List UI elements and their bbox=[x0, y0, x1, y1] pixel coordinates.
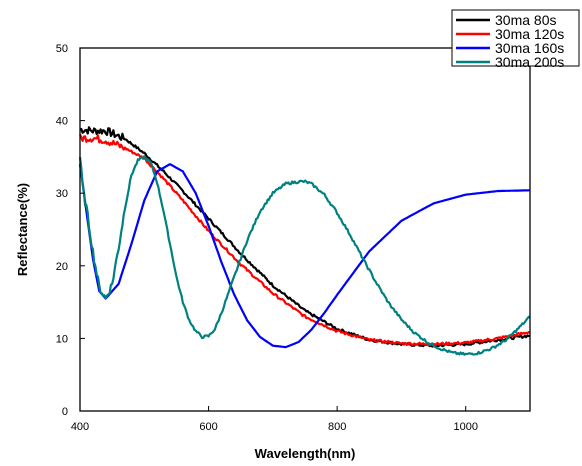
plot-frame bbox=[79, 47, 531, 412]
series-line bbox=[79, 126, 530, 348]
legend-label: 30ma 200s bbox=[495, 54, 564, 70]
y-tick-label: 20 bbox=[56, 261, 68, 273]
series-line bbox=[78, 133, 531, 347]
y-tick-label: 50 bbox=[56, 43, 68, 55]
legend-label: 30ma 80s bbox=[495, 12, 556, 28]
legend-label: 30ma 120s bbox=[495, 26, 564, 42]
x-axis-title: Wavelength(nm) bbox=[255, 446, 356, 461]
y-tick-label: 0 bbox=[62, 406, 68, 418]
x-tick-label: 400 bbox=[71, 421, 89, 433]
y-tick-label: 10 bbox=[56, 333, 68, 345]
x-tick-label: 800 bbox=[328, 421, 346, 433]
legend-label: 30ma 160s bbox=[495, 40, 564, 56]
y-tick-label: 30 bbox=[56, 188, 68, 200]
y-tick-label: 40 bbox=[56, 116, 68, 128]
series-layer bbox=[78, 126, 531, 356]
x-tick-label: 600 bbox=[199, 421, 217, 433]
x-tick-label: 1000 bbox=[453, 421, 477, 433]
ticks-layer: 400 600 800 1000 0 10 20 30 40 50 bbox=[56, 43, 478, 433]
series-line bbox=[78, 155, 531, 356]
y-axis-title: Reflectance(%) bbox=[15, 183, 30, 276]
